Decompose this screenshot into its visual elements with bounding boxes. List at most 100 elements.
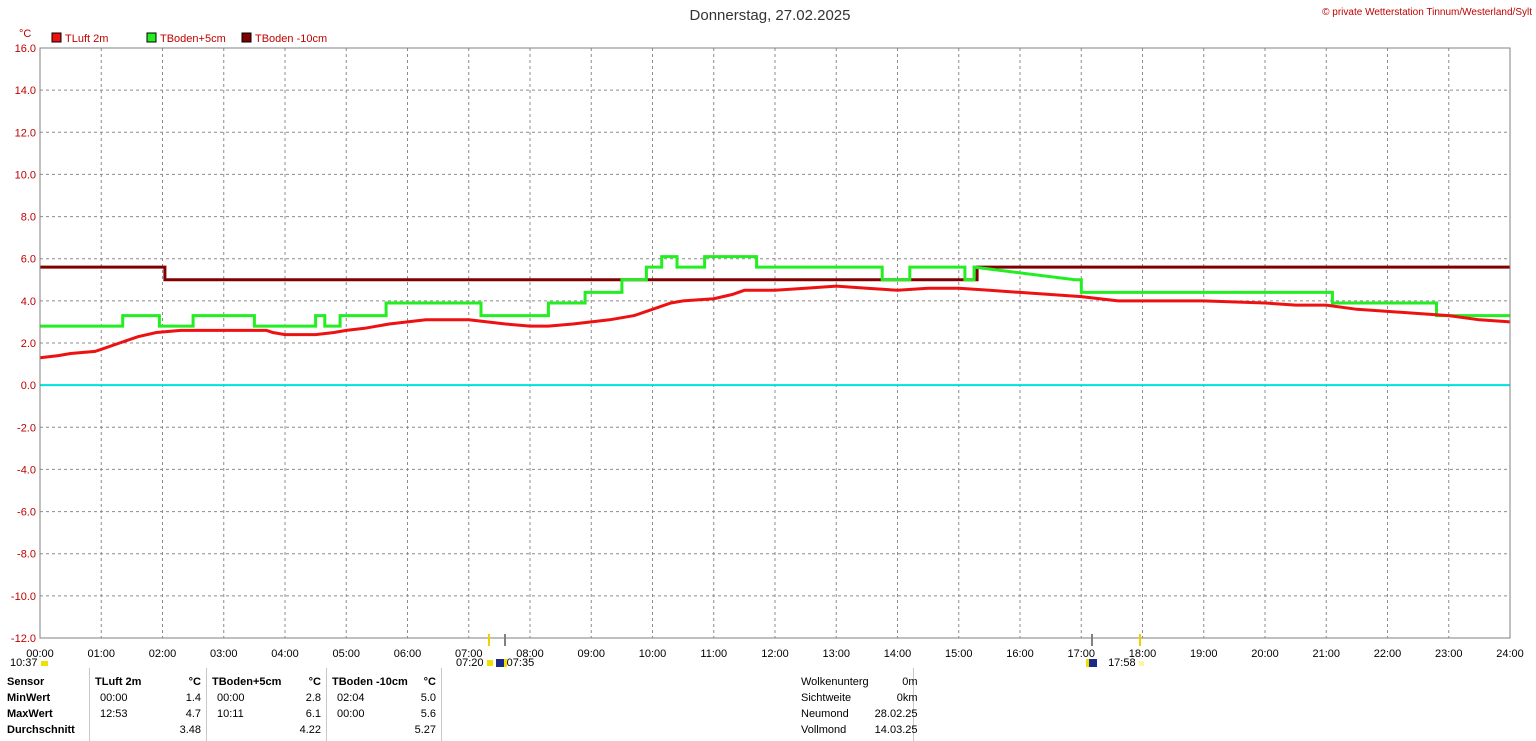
stats-group-tboden5: TBoden+5cm °C 00:00 2.8 10:11 6.1 4.22 xyxy=(209,674,324,738)
series-line-2 xyxy=(40,255,1510,328)
y-tick-label: -8.0 xyxy=(17,549,36,561)
legend-label: TBoden+5cm xyxy=(160,33,226,45)
group-name: TBoden+5cm xyxy=(212,676,282,688)
x-tick-label: 12:00 xyxy=(761,648,789,660)
group-unit: °C xyxy=(188,676,201,688)
min-time: 02:04 xyxy=(337,692,365,704)
max-value: 6.1 xyxy=(305,708,321,720)
y-tick-label: -6.0 xyxy=(17,507,36,519)
group-name: TLuft 2m xyxy=(95,676,142,688)
x-tick-label: 06:00 xyxy=(394,648,422,660)
legend-swatch xyxy=(51,32,62,43)
legend-swatch xyxy=(146,32,157,43)
group-unit: °C xyxy=(308,676,321,688)
min-value: 1.4 xyxy=(185,692,201,704)
astro-markers xyxy=(488,634,1141,646)
x-tick-label: 19:00 xyxy=(1190,648,1218,660)
x-tick-labels: 00:00 01:00 02:00 03:00 04:00 05:00 06:00 07:00… xyxy=(26,648,1524,660)
x-tick-label: 07:00 xyxy=(455,648,483,660)
max-time: 00:00 xyxy=(337,708,365,720)
sunset-icon xyxy=(1138,660,1144,666)
temperature-chart: Donnerstag, 27.02.2025 © private Wetters… xyxy=(11,7,1532,660)
y-tick-labels: -12.0 -10.0 -8.0 -6.0 -4.0 -2.0 0.0 2.0 4.0 6.0 8.… xyxy=(11,43,36,645)
stats-group-tluft: TLuft 2m °C 00:00 1.4 12:53 4.7 3.48 xyxy=(92,674,204,738)
moon-icon xyxy=(40,660,48,666)
chart-title: Donnerstag, 27.02.2025 xyxy=(690,7,851,24)
y-tick-label: 10.0 xyxy=(15,169,36,181)
y-tick-label: 14.0 xyxy=(15,85,36,97)
sunrise-time: 07:20 07:35 xyxy=(456,657,534,669)
x-tick-label: 13:00 xyxy=(822,648,850,660)
extra-label: Wolkenunterg xyxy=(801,676,869,688)
row-label-min: MinWert xyxy=(7,692,51,704)
extra-label: Sichtweite xyxy=(801,692,852,704)
x-tick-label: 21:00 xyxy=(1312,648,1340,660)
row-label-max: MaxWert xyxy=(7,708,53,720)
station-credit: © private Wetterstation Tinnum/Westerlan… xyxy=(1322,7,1532,18)
y-tick-label: -2.0 xyxy=(17,422,36,434)
extra-label: Neumond xyxy=(801,708,849,720)
legend-label: TLuft 2m xyxy=(65,33,108,45)
sunset-time: 17:58 xyxy=(1086,657,1144,669)
row-label-avg: Durchschnitt xyxy=(7,724,75,736)
series-line-1 xyxy=(39,284,1511,360)
group-name: TBoden -10cm xyxy=(332,676,408,688)
x-tick-label: 00:00 xyxy=(26,648,54,660)
x-tick-label: 04:00 xyxy=(271,648,299,660)
series-layer xyxy=(39,255,1511,360)
max-time: 10:11 xyxy=(217,708,244,720)
series-line-3 xyxy=(40,265,1510,282)
dawn-label: 07:35 xyxy=(506,657,535,669)
x-tick-label: 15:00 xyxy=(945,648,973,660)
grid xyxy=(39,47,1511,639)
sensor-labels: Sensor MinWert MaxWert Durchschnitt xyxy=(4,674,78,738)
moonrise-label: 10:37 xyxy=(10,657,38,669)
avg-value: 3.48 xyxy=(179,724,201,736)
x-tick-label: 09:00 xyxy=(577,648,605,660)
moonrise-time: 10:37 xyxy=(10,657,48,669)
extra-value: 0m xyxy=(902,676,918,688)
y-tick-label: 12.0 xyxy=(15,127,36,139)
y-tick-label: -4.0 xyxy=(17,464,36,476)
avg-value: 4.22 xyxy=(299,724,321,736)
x-tick-label: 05:00 xyxy=(332,648,360,660)
group-unit: °C xyxy=(423,676,436,688)
min-time: 00:00 xyxy=(100,692,128,704)
max-value: 4.7 xyxy=(185,708,201,720)
x-tick-label: 18:00 xyxy=(1129,648,1157,660)
min-time: 00:00 xyxy=(217,692,245,704)
sun-icon xyxy=(486,660,493,667)
sunrise-half-icon xyxy=(495,659,507,668)
extra-value: 28.02.25 xyxy=(874,708,918,720)
extra-value: 0km xyxy=(896,692,918,704)
extra-info: Wolkenunterg 0m Sichtweite 0km Neumond 28.0… xyxy=(798,674,921,738)
x-tick-label: 10:00 xyxy=(639,648,667,660)
legend: TLuft 2m TBoden+5cm TBoden -10cm xyxy=(51,32,327,45)
x-tick-label: 16:00 xyxy=(1006,648,1034,660)
min-value: 2.8 xyxy=(305,692,321,704)
x-tick-label: 17:00 xyxy=(1067,648,1095,660)
min-value: 5.0 xyxy=(420,692,436,704)
x-tick-label: 24:00 xyxy=(1496,648,1524,660)
max-value: 5.6 xyxy=(420,708,436,720)
sunrise-label: 07:20 xyxy=(456,657,484,669)
avg-value: 5.27 xyxy=(414,724,436,736)
legend-label: TBoden -10cm xyxy=(255,33,327,45)
sensor-header: Sensor xyxy=(7,676,45,688)
dusk-label: 17:58 xyxy=(1108,657,1136,669)
y-tick-label: -12.0 xyxy=(11,633,36,645)
y-tick-label: 6.0 xyxy=(21,254,36,266)
x-tick-label: 11:00 xyxy=(700,648,727,660)
x-tick-label: 14:00 xyxy=(884,648,912,660)
stats-group-tboden10: TBoden -10cm °C 02:04 5.0 00:00 5.6 5.27 xyxy=(329,674,439,738)
x-tick-label: 01:00 xyxy=(87,648,115,660)
max-time: 12:53 xyxy=(100,708,128,720)
sunset-half-icon xyxy=(1086,659,1097,668)
x-tick-label: 02:00 xyxy=(149,648,177,660)
y-tick-label: 16.0 xyxy=(15,43,36,55)
extra-value: 14.03.25 xyxy=(874,724,918,736)
y-tick-label: 8.0 xyxy=(21,212,36,224)
x-tick-label: 03:00 xyxy=(210,648,238,660)
x-tick-label: 23:00 xyxy=(1435,648,1463,660)
y-tick-label: -10.0 xyxy=(11,591,36,603)
